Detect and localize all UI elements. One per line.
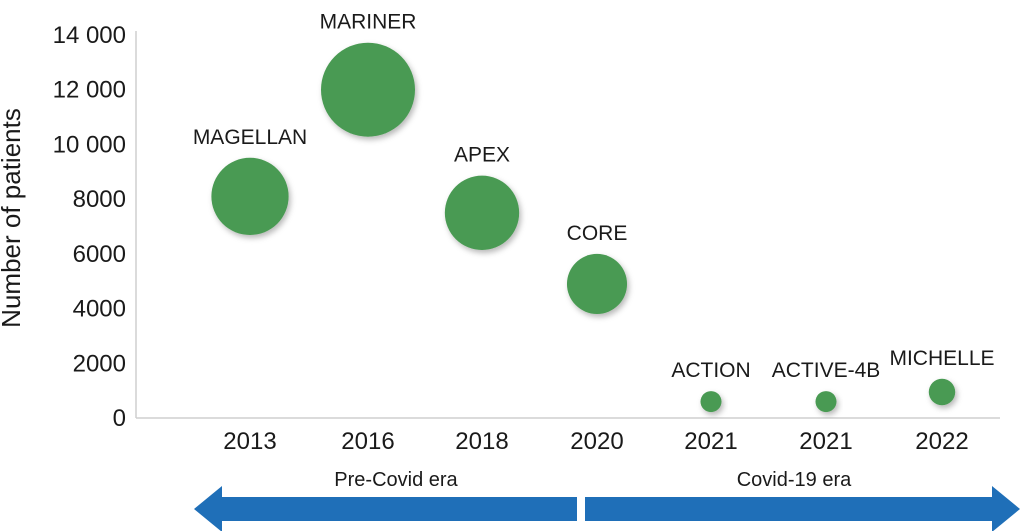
bubble-mariner [321, 42, 415, 137]
x-tick-label: 2020 [570, 428, 623, 455]
x-tick-label: 2022 [915, 428, 968, 455]
covid-arrow [585, 486, 1020, 531]
bubble-magellan [211, 157, 289, 236]
bubble-label: ACTION [671, 359, 750, 382]
x-tick-label: 2021 [684, 428, 737, 455]
y-tick-label: 14 000 [53, 22, 126, 49]
x-axis: 2013 2016 2018 2020 2021 2021 2022 [136, 417, 1000, 455]
bubble-active-4b [815, 391, 837, 413]
y-tick-label: 4000 [73, 296, 126, 323]
bubble-label: MARINER [320, 11, 417, 34]
y-axis-label: Number of patients [0, 108, 26, 328]
bubble-label: APEX [454, 144, 510, 167]
x-tick-label: 2021 [799, 428, 852, 455]
y-tick-label: 8000 [73, 186, 126, 213]
bubble-core [566, 253, 628, 314]
bubble-label: ACTIVE-4B [772, 359, 881, 382]
bubble-label: MICHELLE [889, 347, 994, 370]
y-tick-label: 6000 [73, 241, 126, 268]
x-tick-label: 2018 [455, 428, 508, 455]
x-tick-label: 2016 [341, 428, 394, 455]
y-tick-label: 12 000 [53, 77, 126, 104]
bubble-action [700, 391, 722, 413]
y-axis: 0 2000 4000 6000 8000 10 000 12 000 14 000 [53, 22, 137, 432]
bubbles-layer: MAGELLAN MARINER APEX CORE ACTION ACTIVE-4B MI… [193, 11, 995, 413]
era-arrows: Pre-Covid era Covid-19 era [194, 469, 1020, 531]
y-tick-label: 10 000 [53, 131, 126, 158]
y-tick-label: 2000 [73, 350, 126, 377]
era-label: Covid-19 era [737, 469, 852, 491]
bubble-michelle [928, 378, 956, 406]
bubble-label: CORE [567, 222, 628, 245]
x-tick-label: 2013 [223, 428, 276, 455]
era-label: Pre-Covid era [334, 469, 458, 491]
bubble-apex [444, 175, 520, 250]
bubble-label: MAGELLAN [193, 126, 307, 149]
pre-covid-arrow [194, 486, 577, 531]
y-tick-label: 0 [113, 405, 126, 432]
